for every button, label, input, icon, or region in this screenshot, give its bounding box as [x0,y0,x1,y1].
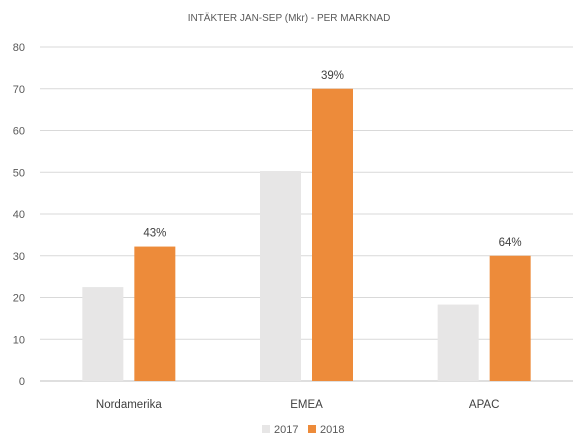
y-tick-label: 50 [13,167,25,179]
y-axis-ticks: 0 10 20 30 40 50 60 70 80 [13,42,25,388]
y-tick-label: 20 [13,293,25,305]
bar-2017-nordamerika [82,287,124,381]
legend: 2017 2018 [262,424,344,436]
y-tick-label: 60 [13,126,25,138]
bar-2018-apac [489,255,531,381]
bar-2018-emea [312,88,353,381]
y-tick-label: 30 [13,251,25,263]
category-label-nordamerika: Nordamerika [96,399,162,411]
gridlines [40,46,573,382]
x-axis-categories: Nordamerika EMEA APAC [96,399,499,411]
y-tick-label: 80 [13,42,25,54]
bar-2017-emea [260,170,301,381]
bar-2017-apac [437,304,479,381]
y-tick-label: 10 [13,334,25,346]
data-labels: 43% 39% 64% [143,70,521,249]
category-label-apac: APAC [469,399,499,411]
y-tick-label: 70 [13,84,25,96]
y-tick-label: 0 [19,376,25,388]
data-label-apac: 64% [499,237,522,249]
legend-swatch-2018 [308,425,316,433]
chart-title: INTÄKTER JAN-SEP (Mkr) - PER MARKNAD [188,12,391,24]
bars [82,88,531,381]
data-label-emea: 39% [321,70,344,82]
category-label-emea: EMEA [290,399,323,411]
legend-label-2018: 2018 [320,424,344,436]
data-label-nordamerika: 43% [143,228,166,240]
bar-2018-nordamerika [134,246,176,381]
legend-swatch-2017 [262,425,270,433]
y-tick-label: 40 [13,209,25,221]
legend-label-2017: 2017 [274,424,298,436]
